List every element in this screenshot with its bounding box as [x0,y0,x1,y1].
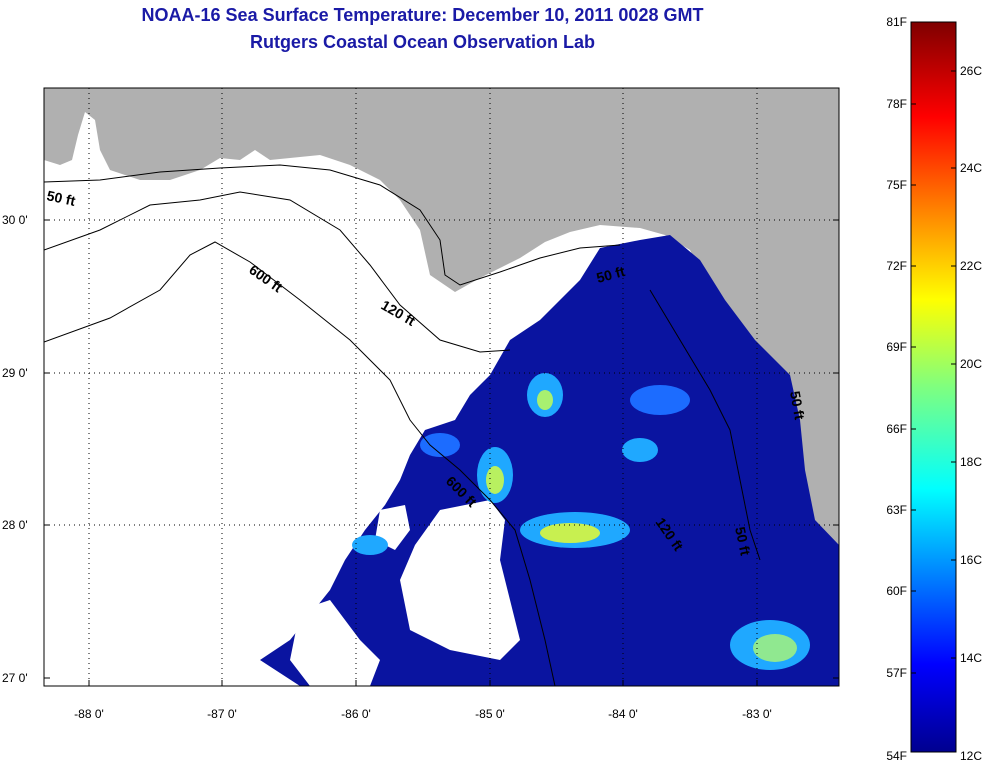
lat-tick-label: 28 0' [2,518,28,532]
contour-label: 50 ft [45,187,77,209]
colorbar-c-label: 24C [960,161,982,175]
sst-patch-warm [537,390,553,410]
plot-frame [43,87,840,687]
colorbar [910,21,957,753]
lon-tick-label: -87 0' [207,707,237,721]
colorbar-f-label: 57F [886,666,907,680]
contour-50ft-east [649,289,761,561]
lon-tick-label: -84 0' [608,707,638,721]
map-title: NOAA-16 Sea Surface Temperature: Decembe… [141,5,704,25]
sst-patch-warm [630,385,690,415]
sst-patch-warm [420,433,460,457]
contour-120ft [44,191,511,353]
colorbar-f-label: 54F [886,749,907,763]
lon-tick-label: -85 0' [475,707,505,721]
lon-tick-label: -88 0' [74,707,104,721]
contour-600ft [44,241,556,686]
map-subtitle: Rutgers Coastal Ocean Observation Lab [249,32,596,52]
sst-patch-warm [622,438,658,462]
sst-patch-warm [486,466,504,494]
colorbar-f-label: 63F [886,503,907,517]
colorbar-c-label: 20C [960,357,982,371]
sst-no-data-gap-2 [290,600,380,686]
contour-label: 50 ft [787,390,808,421]
colorbar-c-label: 18C [960,455,982,469]
lat-tick-label: 27 0' [2,671,28,685]
contour-label: 50 ft [732,525,754,557]
lon-tick-label: -83 0' [742,707,772,721]
colorbar-c-label: 22C [960,259,982,273]
colorbar-f-label: 75F [886,178,907,192]
axis-ticks [44,219,839,686]
lon-tick-label: -86 0' [341,707,371,721]
colorbar-c-label: 12C [960,749,982,763]
colorbar-f-label: 60F [886,584,907,598]
colorbar-c-label: 26C [960,64,982,78]
colorbar-ticks [911,21,956,753]
colorbar-f-label: 66F [886,422,907,436]
colorbar-f-label: 69F [886,340,907,354]
sst-no-data-gap [400,500,520,660]
colorbar-c-label: 14C [960,651,982,665]
lat-tick-label: 29 0' [2,366,28,380]
colorbar-f-label: 72F [886,259,907,273]
contour-label: 50 ft [595,263,627,286]
colorbar-c-label: 16C [960,553,982,567]
land-mass [44,88,839,545]
colorbar-f-label: 81F [886,15,907,29]
sst-patch-warm [753,634,797,662]
sst-patch-warm [352,535,388,555]
colorbar-f-label: 78F [886,97,907,111]
lat-tick-label: 30 0' [2,213,28,227]
contour-50ft [44,164,621,286]
sst-patch-warm [540,523,600,543]
